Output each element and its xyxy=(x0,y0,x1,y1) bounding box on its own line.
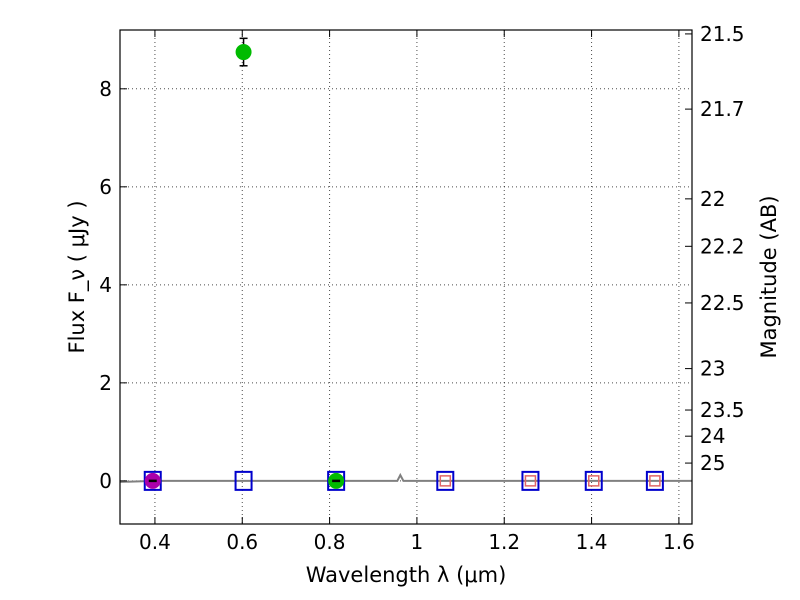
data-point xyxy=(235,44,252,61)
mag-tick-label: 21.7 xyxy=(700,97,745,121)
x-tick-label: 1.6 xyxy=(663,530,695,554)
mag-tick-label: 25 xyxy=(700,451,725,475)
nondetection-marker xyxy=(439,475,452,487)
plot-frame xyxy=(119,29,693,525)
mag-tick-label: 22.2 xyxy=(700,234,745,258)
mag-tick-label: 23.5 xyxy=(700,398,745,422)
tick-layer: 0.4 0.6 0.8 1 1.2 1.4 1.60246821.521.72222.222… xyxy=(99,22,744,554)
nondetection-marker xyxy=(524,475,537,487)
mag-tick-label: 22.5 xyxy=(700,291,745,315)
x-tick-label: 0.8 xyxy=(314,530,346,554)
data-layer xyxy=(119,37,692,491)
x-tick-label: 1 xyxy=(411,530,424,554)
x-tick-label: 1.4 xyxy=(576,530,608,554)
y-axis-right-title: Magnitude (AB) xyxy=(757,195,781,358)
mag-tick-label: 22 xyxy=(700,187,725,211)
nondetection-marker xyxy=(649,475,661,487)
nondetection-marker xyxy=(588,475,600,487)
y-axis-title: Flux F_ν ( μJy ) xyxy=(65,200,90,353)
y-tick-label: 0 xyxy=(99,469,112,493)
x-tick-label: 0.6 xyxy=(226,530,258,554)
model-flux-square xyxy=(521,470,540,491)
y-tick-label: 4 xyxy=(99,273,112,297)
mag-tick-label: 21.5 xyxy=(700,22,745,46)
x-axis-title: Wavelength λ (μm) xyxy=(306,563,507,587)
model-flux-square xyxy=(584,470,603,491)
mag-tick-label: 24 xyxy=(700,424,725,448)
grid-lines xyxy=(120,30,692,524)
model-flux-square xyxy=(234,470,253,491)
model-flux-square xyxy=(436,470,455,491)
y-tick-label: 2 xyxy=(99,371,112,395)
x-tick-label: 1.2 xyxy=(488,530,520,554)
y-tick-label: 6 xyxy=(99,175,112,199)
mag-tick-label: 23 xyxy=(700,357,725,381)
x-tick-label: 0.4 xyxy=(139,530,171,554)
spectrum-line xyxy=(119,472,692,483)
model-flux-square xyxy=(645,470,664,491)
y-tick-label: 8 xyxy=(99,77,112,101)
